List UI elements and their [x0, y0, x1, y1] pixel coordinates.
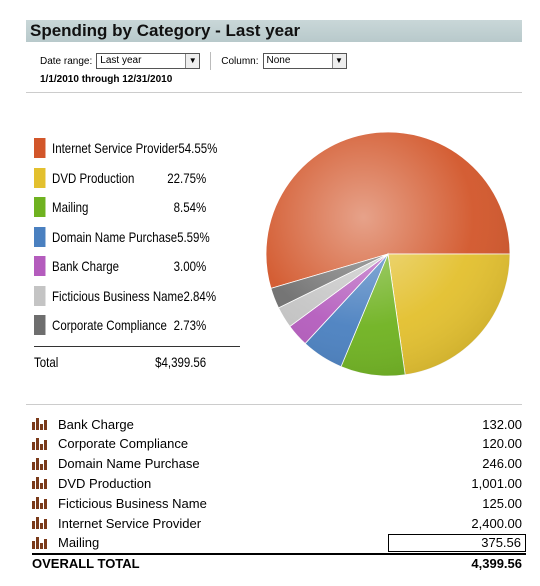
legend-percent: 2.84%	[183, 287, 217, 304]
date-range-dropdown[interactable]: Last year ▼	[96, 53, 201, 69]
table-category: Domain Name Purchase	[58, 456, 200, 472]
legend-swatch	[34, 226, 46, 247]
overall-divider	[32, 553, 526, 555]
bar-chart-icon	[32, 437, 50, 450]
table-amount: 125.00	[482, 495, 522, 511]
report-title: Spending by Category - Last year	[26, 20, 522, 42]
column-dropdown[interactable]: None ▼	[262, 53, 347, 69]
date-range-text: 1/1/2010 through 12/31/2010	[40, 74, 173, 85]
legend-total-value: $4,399.56	[155, 354, 207, 370]
bar-chart-icon	[32, 418, 50, 430]
table-row[interactable]: Mailing 375.56	[32, 533, 526, 553]
column-value: None	[266, 55, 291, 66]
legend-swatch	[34, 315, 46, 335]
table-category: Corporate Compliance	[58, 436, 189, 452]
bar-chart-icon	[32, 517, 50, 529]
legend-swatch	[34, 138, 46, 158]
table-row[interactable]: Bank Charge 132.00	[32, 414, 526, 434]
table-category: DVD Production	[58, 475, 152, 491]
table-divider	[26, 404, 522, 405]
bar-chart-icon	[32, 536, 50, 549]
legend-total-label: Total	[34, 354, 59, 370]
table-amount: 246.00	[482, 456, 522, 472]
overall-total-value: 4,399.56	[471, 556, 522, 571]
bar-chart-icon	[32, 457, 50, 470]
legend-label: Domain Name Purchase	[52, 228, 178, 245]
legend-swatch	[34, 167, 46, 188]
table-category: Mailing	[58, 535, 100, 551]
spending-pie-chart[interactable]	[258, 124, 518, 384]
table-row[interactable]: Corporate Compliance 120.00	[32, 434, 526, 454]
table-amount: 120.00	[482, 436, 522, 452]
legend-percent: 54.55%	[178, 140, 218, 156]
legend-swatch	[34, 285, 46, 306]
legend-swatch	[34, 256, 46, 276]
legend-item: Domain Name Purchase 5.59%	[34, 226, 210, 247]
table-row[interactable]: Domain Name Purchase 246.00	[32, 454, 526, 474]
table-amount: 1,001.00	[471, 475, 522, 491]
legend-label: Mailing	[52, 199, 89, 215]
legend-label: DVD Production	[52, 169, 135, 186]
bar-chart-icon	[32, 477, 50, 490]
table-row[interactable]: Ficticious Business Name 125.00	[32, 493, 526, 513]
legend-label: Corporate Compliance	[52, 317, 167, 333]
legend-label: Bank Charge	[52, 258, 120, 274]
legend-label: Ficticious Business Name	[52, 287, 184, 304]
table-amount[interactable]: 375.56	[388, 533, 526, 552]
legend-percent: 22.75%	[167, 169, 207, 186]
chevron-down-icon: ▼	[185, 54, 200, 68]
overall-total-row: OVERALL TOTAL 4,399.56	[32, 556, 526, 571]
table-category: Bank Charge	[58, 416, 134, 432]
table-row[interactable]: DVD Production 1,001.00	[32, 473, 526, 493]
legend-item: Internet Service Provider 54.55%	[34, 138, 217, 158]
legend-label: Internet Service Provider	[52, 140, 179, 156]
chevron-down-icon: ▼	[331, 54, 346, 68]
date-range-label: Date range:	[40, 55, 93, 67]
column-label: Column:	[221, 55, 259, 67]
report-controls: Date range: Last year ▼ Column: None ▼	[40, 52, 347, 70]
legend-item: Corporate Compliance 2.73%	[34, 315, 206, 335]
table-category: Internet Service Provider	[58, 515, 202, 531]
toolbar-separator	[210, 52, 212, 70]
date-range-value: Last year	[100, 55, 142, 66]
table-amount: 132.00	[482, 416, 522, 432]
legend-item: Ficticious Business Name 2.84%	[34, 285, 216, 306]
legend-percent: 3.00%	[173, 258, 207, 274]
legend-percent: 5.59%	[177, 228, 210, 245]
header-divider	[26, 92, 522, 93]
legend-item: DVD Production 22.75%	[34, 167, 207, 188]
legend-percent: 2.73%	[173, 317, 207, 333]
overall-total-label: OVERALL TOTAL	[32, 556, 140, 571]
table-row[interactable]: Internet Service Provider 2,400.00	[32, 513, 526, 533]
table-amount: 2,400.00	[471, 515, 522, 531]
legend-item: Mailing 8.54%	[34, 197, 206, 217]
pie-slice-dvd[interactable]	[387, 253, 511, 376]
legend-total: Total $4,399.56	[34, 354, 206, 370]
legend-percent: 8.54%	[173, 199, 207, 215]
legend-item: Bank Charge 3.00%	[34, 256, 206, 276]
table-category: Ficticious Business Name	[58, 495, 207, 511]
legend-total-divider	[34, 346, 240, 347]
bar-chart-icon	[32, 497, 50, 510]
legend-swatch	[34, 197, 46, 217]
